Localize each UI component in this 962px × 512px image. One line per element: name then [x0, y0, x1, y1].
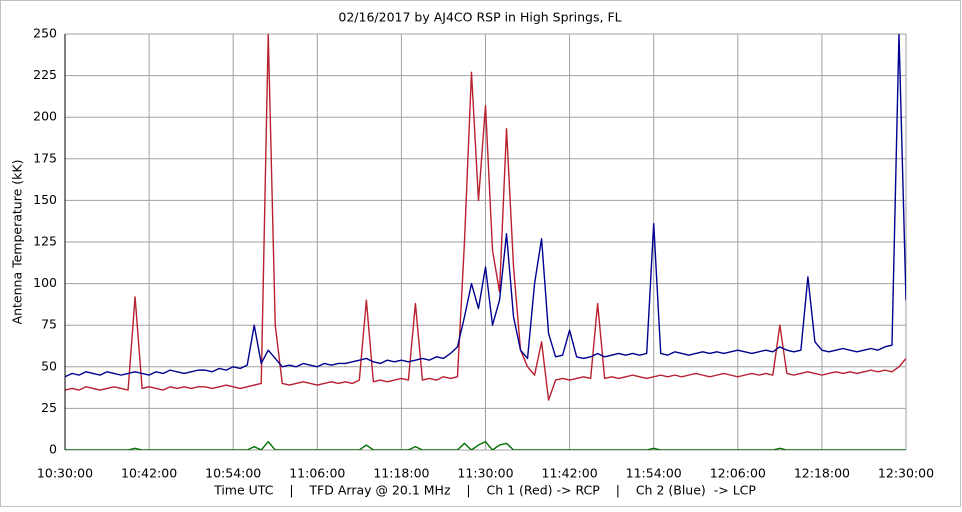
y-tick-label: 125 [33, 234, 57, 249]
y-axis-label: Antenna Temperature (kK) [10, 160, 25, 325]
x-tick-label: 11:18:00 [373, 466, 429, 481]
y-tick-label: 75 [41, 317, 57, 332]
y-tick-label: 250 [33, 26, 57, 41]
x-tick-label: 11:30:00 [457, 466, 513, 481]
x-tick-label: 11:06:00 [289, 466, 345, 481]
x-tick-label: 12:18:00 [794, 466, 850, 481]
y-tick-label: 50 [41, 358, 57, 373]
series-line [65, 34, 906, 401]
y-tick-label: 200 [33, 109, 57, 124]
y-tick-label: 175 [33, 150, 57, 165]
x-tick-label: 10:54:00 [205, 466, 261, 481]
x-tick-label: 12:30:00 [878, 466, 934, 481]
x-tick-label: 10:30:00 [37, 466, 93, 481]
x-tick-label: 12:06:00 [710, 466, 766, 481]
x-tick-label: 10:42:00 [121, 466, 177, 481]
series-line [65, 34, 906, 378]
plot-area [65, 34, 906, 450]
chart-title: 02/16/2017 by AJ4CO RSP in High Springs,… [338, 10, 621, 25]
y-tick-label: 0 [49, 442, 57, 457]
y-tick-label: 100 [33, 275, 57, 290]
x-tick-label: 11:42:00 [542, 466, 598, 481]
y-tick-label: 225 [33, 67, 57, 82]
series-line [65, 440, 906, 450]
x-tick-label: 11:54:00 [626, 466, 682, 481]
x-axis-label: Time UTC | TFD Array @ 20.1 MHz | Ch 1 (… [213, 483, 756, 498]
y-tick-label: 25 [41, 400, 57, 415]
y-tick-label: 150 [33, 192, 57, 207]
